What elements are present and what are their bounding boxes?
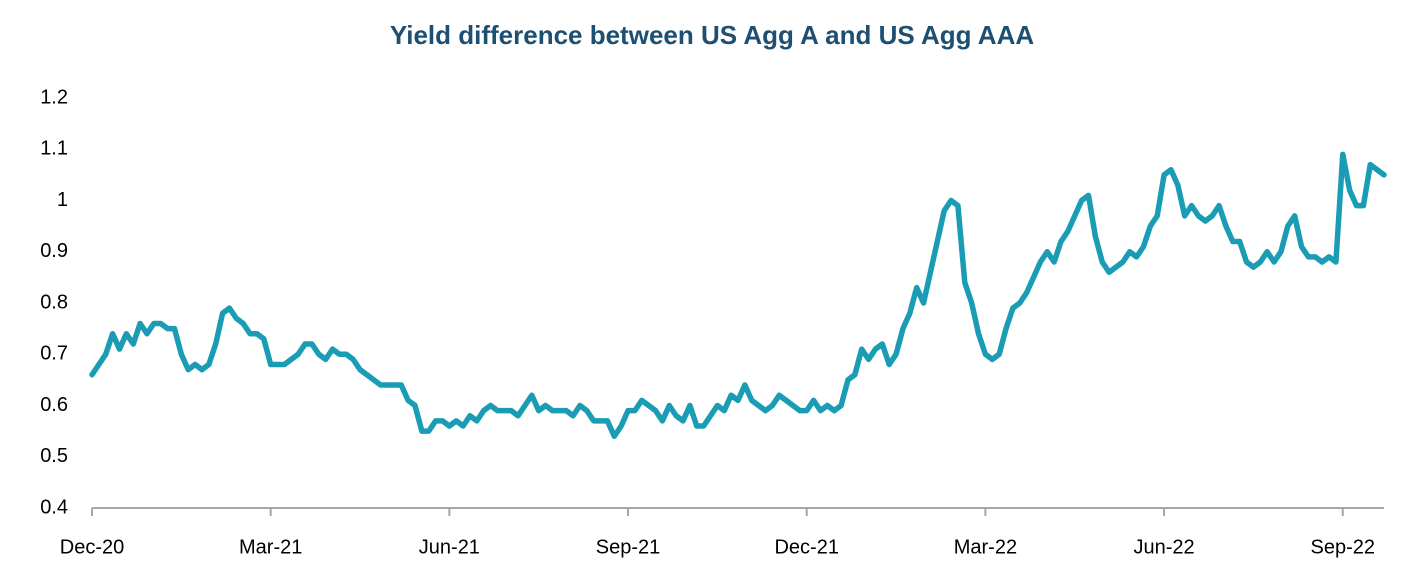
x-tick-label: Dec-21 xyxy=(774,536,838,558)
y-tick-label: 0.4 xyxy=(40,496,68,518)
x-tick-label: Mar-21 xyxy=(239,536,302,558)
y-tick-label: 1.2 xyxy=(40,86,68,108)
x-tick-label: Sep-21 xyxy=(596,536,661,558)
chart-title: Yield difference between US Agg A and US… xyxy=(390,20,1035,50)
y-tick-label: 0.7 xyxy=(40,343,68,365)
y-tick-label: 0.8 xyxy=(40,291,68,313)
x-tick-label: Dec-20 xyxy=(60,536,124,558)
x-tick-label: Mar-22 xyxy=(954,536,1017,558)
y-tick-label: 0.6 xyxy=(40,394,68,416)
x-tick-label: Jun-22 xyxy=(1134,536,1195,558)
y-tick-label: 1 xyxy=(57,189,68,211)
y-tick-label: 1.1 xyxy=(40,138,68,160)
y-tick-label: 0.9 xyxy=(40,240,68,262)
x-tick-label: Jun-21 xyxy=(419,536,480,558)
x-tick-label: Sep-22 xyxy=(1311,536,1376,558)
y-tick-label: 0.5 xyxy=(40,445,68,467)
data-line xyxy=(89,151,1387,439)
